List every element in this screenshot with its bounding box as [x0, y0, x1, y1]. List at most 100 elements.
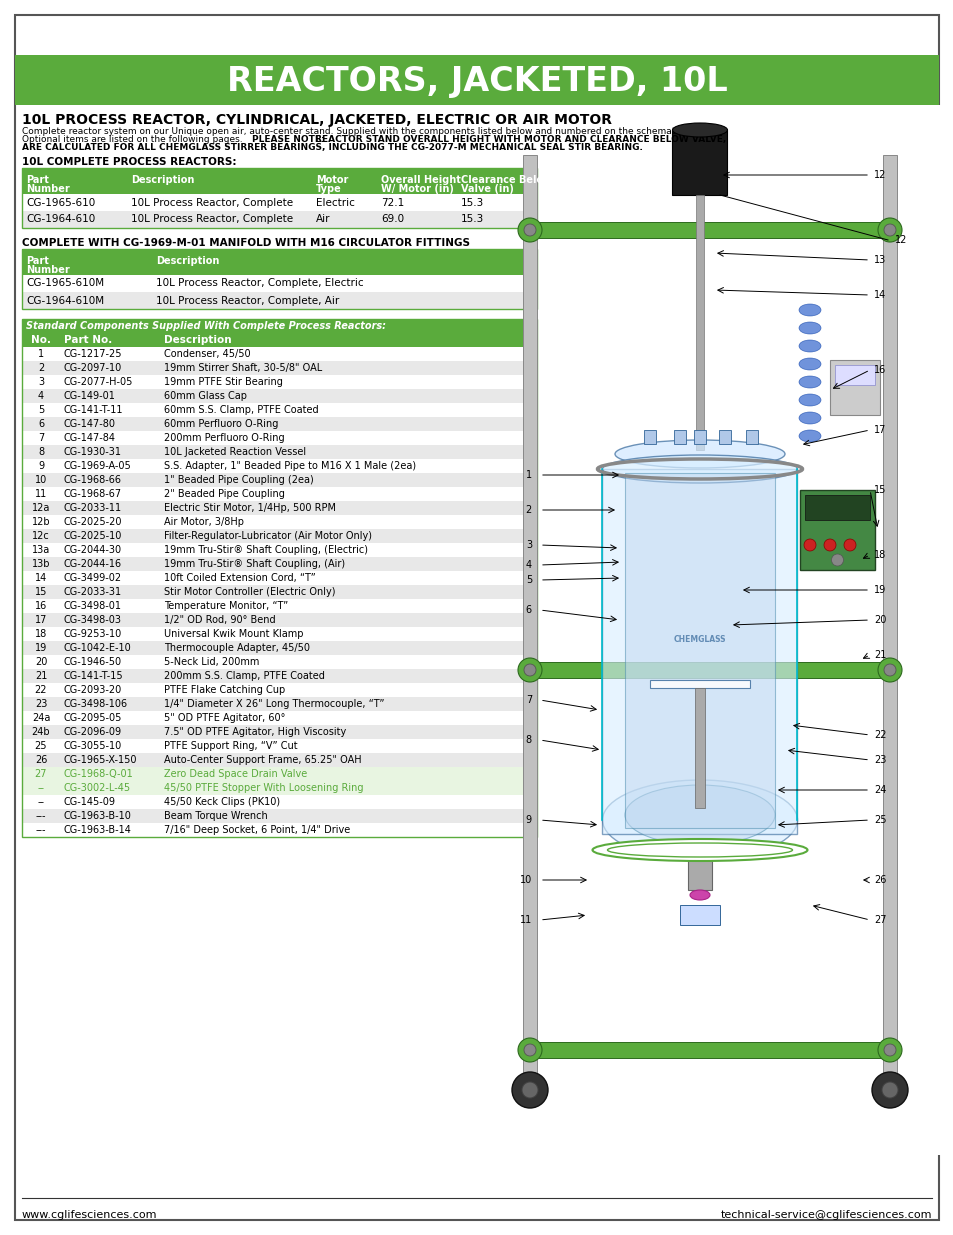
Text: 10L Process Reactor, Complete: 10L Process Reactor, Complete [131, 215, 293, 225]
Text: 10L Jacketed Reaction Vessel: 10L Jacketed Reaction Vessel [164, 447, 306, 457]
Bar [22, 655, 537, 669]
Text: CG-3055-10: CG-3055-10 [64, 741, 122, 751]
Text: Air: Air [315, 215, 330, 225]
Text: CG-9253-10: CG-9253-10 [64, 629, 122, 638]
Text: 12b: 12b [31, 517, 51, 527]
Text: 1: 1 [525, 471, 532, 480]
Bar [22, 375, 537, 389]
Text: www.cglifesciences.com: www.cglifesciences.com [22, 1210, 157, 1220]
Text: Zero Dead Space Drain Valve: Zero Dead Space Drain Valve [164, 769, 307, 779]
Text: CG-1964-610: CG-1964-610 [26, 215, 95, 225]
Text: 10L Process Reactor, Complete, Air: 10L Process Reactor, Complete, Air [156, 295, 339, 305]
Bar [719, 430, 730, 445]
Text: 23: 23 [34, 699, 47, 709]
Text: CG-145-09: CG-145-09 [64, 797, 116, 806]
Circle shape [512, 1072, 547, 1108]
Text: CG-149-01: CG-149-01 [64, 391, 115, 401]
Ellipse shape [592, 839, 806, 861]
Text: 22: 22 [34, 685, 48, 695]
Bar [602, 469, 797, 834]
Text: 19: 19 [873, 585, 885, 595]
Text: 6: 6 [525, 605, 532, 615]
Bar [522, 156, 537, 1091]
Text: Complete reactor system on our Unique open air, auto-center stand. Supplied with: Complete reactor system on our Unique op… [22, 127, 724, 136]
Text: 9: 9 [38, 461, 44, 471]
Bar [624, 473, 774, 827]
Text: CG-1964-610M: CG-1964-610M [26, 295, 104, 305]
Bar [22, 194, 537, 211]
Text: 10L Process Reactor, Complete: 10L Process Reactor, Complete [131, 198, 293, 207]
Bar [834, 366, 874, 385]
Text: 27: 27 [873, 915, 885, 925]
Circle shape [517, 219, 541, 242]
Bar [522, 662, 896, 678]
Circle shape [831, 555, 842, 566]
Text: CHEMGLASS: CHEMGLASS [673, 636, 725, 645]
Ellipse shape [689, 890, 709, 900]
Bar [22, 641, 537, 655]
Text: 12a: 12a [31, 503, 51, 513]
Text: 13a: 13a [31, 545, 51, 555]
Bar [22, 417, 537, 431]
Text: 20: 20 [34, 657, 47, 667]
Bar [22, 725, 537, 739]
Text: CG-2033-11: CG-2033-11 [64, 503, 122, 513]
Text: 10L COMPLETE PROCESS REACTORS:: 10L COMPLETE PROCESS REACTORS: [22, 157, 236, 167]
Bar [22, 445, 537, 459]
Text: CG-1963-B-10: CG-1963-B-10 [64, 811, 132, 821]
Bar [22, 168, 537, 228]
Bar [522, 1042, 896, 1058]
Bar [22, 599, 537, 613]
Text: --: -- [37, 783, 45, 793]
Text: Temperature Monitor, “T”: Temperature Monitor, “T” [164, 601, 288, 611]
Bar [22, 669, 537, 683]
Bar [649, 680, 749, 688]
Text: ---: --- [35, 825, 46, 835]
Bar [22, 473, 537, 487]
Bar [22, 459, 537, 473]
Circle shape [883, 224, 895, 236]
Bar [22, 543, 537, 557]
Text: Condenser, 45/50: Condenser, 45/50 [164, 350, 251, 359]
Text: Part No.: Part No. [64, 335, 112, 345]
Bar [22, 809, 537, 823]
Ellipse shape [799, 340, 821, 352]
Text: REACTORS, JACKETED, 10L: REACTORS, JACKETED, 10L [227, 64, 726, 98]
Text: 21: 21 [873, 650, 885, 659]
Circle shape [523, 664, 536, 676]
Circle shape [521, 1082, 537, 1098]
Text: 24b: 24b [31, 727, 51, 737]
Text: 18: 18 [873, 550, 885, 559]
Text: 5: 5 [38, 405, 44, 415]
Text: PTFE Flake Catching Cup: PTFE Flake Catching Cup [164, 685, 285, 695]
Bar [22, 249, 537, 275]
Text: 4: 4 [525, 559, 532, 571]
Bar [22, 211, 537, 228]
Bar [882, 156, 896, 1091]
Bar [490, 105, 943, 1155]
Text: Number: Number [26, 266, 70, 275]
Ellipse shape [799, 394, 821, 406]
Circle shape [883, 1044, 895, 1056]
Text: 19mm Tru-Stir® Shaft Coupling, (Electric): 19mm Tru-Stir® Shaft Coupling, (Electric… [164, 545, 368, 555]
Text: 200mm S.S. Clamp, PTFE Coated: 200mm S.S. Clamp, PTFE Coated [164, 671, 325, 680]
Text: 72.1: 72.1 [380, 198, 404, 207]
Text: Optional items are listed on the following pages.: Optional items are listed on the followi… [22, 135, 245, 144]
Text: 10: 10 [35, 475, 47, 485]
Text: Overall Height: Overall Height [380, 175, 460, 185]
Text: 8: 8 [525, 735, 532, 745]
Text: REACTOR STAND OVERALL HEIGHT WITH MOTOR AND CLEARANCE BELOW VALVE,: REACTOR STAND OVERALL HEIGHT WITH MOTOR … [312, 135, 725, 144]
Bar [22, 249, 537, 309]
Text: CG-1969-A-05: CG-1969-A-05 [64, 461, 132, 471]
Text: CG-3002-L-45: CG-3002-L-45 [64, 783, 131, 793]
Text: CG-1217-25: CG-1217-25 [64, 350, 122, 359]
Text: 12: 12 [894, 235, 906, 245]
Text: 16: 16 [873, 366, 885, 375]
Text: 5" OD PTFE Agitator, 60°: 5" OD PTFE Agitator, 60° [164, 713, 285, 722]
Text: COMPLETE WITH CG-1969-M-01 MANIFOLD WITH M16 CIRCULATOR FITTINGS: COMPLETE WITH CG-1969-M-01 MANIFOLD WITH… [22, 238, 470, 248]
Bar [22, 767, 537, 781]
Bar [522, 222, 896, 238]
Bar [696, 195, 703, 450]
Text: 10ft Coiled Extension Cord, “T”: 10ft Coiled Extension Cord, “T” [164, 573, 315, 583]
Text: CG-2025-10: CG-2025-10 [64, 531, 122, 541]
